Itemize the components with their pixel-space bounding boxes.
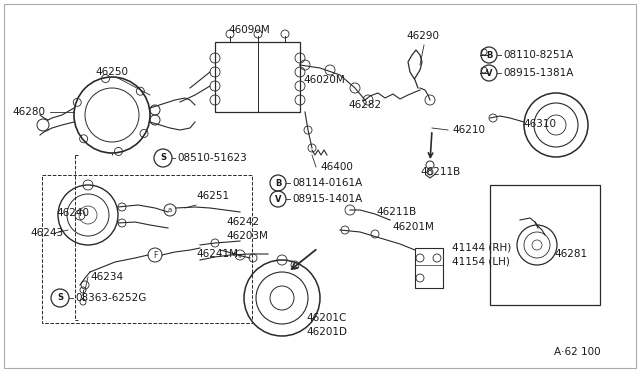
Text: 46201M: 46201M [392, 222, 434, 232]
Text: 46400: 46400 [320, 162, 353, 172]
Text: g: g [238, 253, 242, 257]
Text: 46280: 46280 [12, 107, 45, 117]
Text: B: B [275, 179, 281, 187]
Text: F: F [153, 250, 157, 260]
Text: 46240: 46240 [56, 208, 89, 218]
Text: 41154 (LH): 41154 (LH) [452, 256, 510, 266]
Text: 46020M: 46020M [303, 75, 345, 85]
Text: V: V [486, 68, 492, 77]
Text: 46201C: 46201C [306, 313, 346, 323]
Text: 46203M: 46203M [226, 231, 268, 241]
Bar [215, 42, 300, 112]
Text: 46250: 46250 [95, 67, 128, 77]
Bar [415, 248, 443, 288]
Text: 46281: 46281 [554, 249, 587, 259]
Text: 46211B: 46211B [376, 207, 416, 217]
Text: 46242: 46242 [226, 217, 259, 227]
Text: 46290: 46290 [406, 31, 439, 41]
Text: 08110-8251A: 08110-8251A [503, 50, 573, 60]
Text: A·62 100: A·62 100 [554, 347, 600, 357]
Text: 08510-51623: 08510-51623 [177, 153, 247, 163]
Text: 46243: 46243 [30, 228, 63, 238]
Text: 46090M: 46090M [228, 25, 269, 35]
Text: 08915-1381A: 08915-1381A [503, 68, 573, 78]
Text: V: V [275, 195, 281, 203]
Text: 08915-1401A: 08915-1401A [292, 194, 362, 204]
Text: 46251: 46251 [196, 191, 229, 201]
Text: 08363-6252G: 08363-6252G [75, 293, 147, 303]
Text: 46211B: 46211B [420, 167, 460, 177]
Text: 41144 (RH): 41144 (RH) [452, 242, 511, 252]
Text: 46241M: 46241M [196, 249, 238, 259]
Text: 46201D: 46201D [306, 327, 347, 337]
Bar [490, 185, 600, 305]
Text: 46210: 46210 [452, 125, 485, 135]
Text: 46282: 46282 [348, 100, 381, 110]
Text: a: a [168, 207, 172, 213]
Bar [42, 175, 252, 323]
Text: 08114-0161A: 08114-0161A [292, 178, 362, 188]
Text: S: S [160, 154, 166, 163]
Text: S: S [57, 294, 63, 302]
Text: 46234: 46234 [90, 272, 123, 282]
Text: B: B [486, 51, 492, 60]
Text: 46310: 46310 [523, 119, 556, 129]
